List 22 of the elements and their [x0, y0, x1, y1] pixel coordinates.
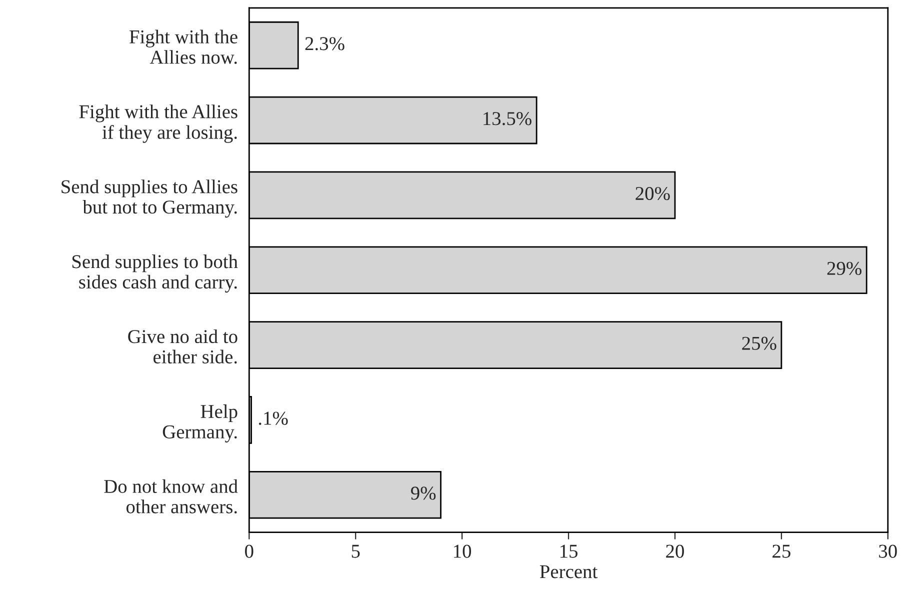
x-tick-label: 30 — [879, 544, 897, 558]
y-tick-label: Give no aid to either side. — [128, 329, 238, 364]
x-tick-label: 15 — [560, 544, 578, 558]
y-tick-label: Fight with the Allies if they are losing. — [79, 104, 238, 143]
x-tick-label: 0 — [245, 544, 254, 558]
x-tick-label: 25 — [772, 544, 790, 558]
y-tick-label: Help Germany. — [162, 404, 238, 442]
y-tick-label: Do not know and other answers. — [104, 479, 238, 514]
data-label: 13.5% — [484, 112, 532, 126]
x-axis-title: Percent — [540, 565, 598, 578]
y-tick-label: Send supplies to both sides cash and carry. — [72, 254, 238, 293]
data-label: 2.3% — [305, 37, 344, 50]
data-label: 20% — [636, 186, 670, 200]
x-tick-label: 20 — [666, 544, 684, 558]
data-label: 29% — [827, 262, 862, 276]
data-label: .1% — [258, 412, 288, 425]
data-label: 25% — [742, 336, 776, 350]
y-tick-label: Send supplies to Allies but not to Germany. — [62, 180, 238, 218]
x-tick-label: 5 — [352, 544, 360, 558]
y-tick-label: Fight with the Allies now. — [129, 30, 238, 64]
data-label: 9% — [411, 486, 436, 500]
x-tick-label: 10 — [454, 544, 472, 558]
